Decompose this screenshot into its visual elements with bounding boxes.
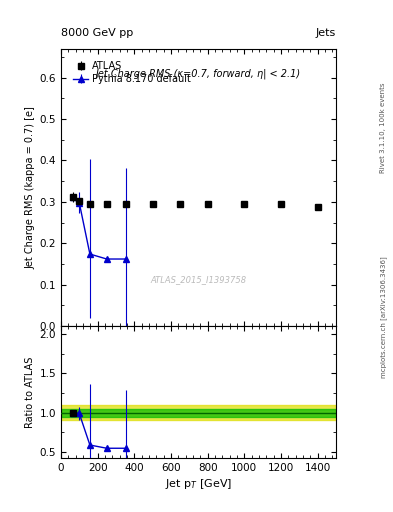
Legend: ATLAS, Pythia 8.170 default: ATLAS, Pythia 8.170 default	[71, 59, 193, 86]
Text: ATLAS_2015_I1393758: ATLAS_2015_I1393758	[151, 275, 246, 285]
Y-axis label: Jet Charge RMS (kappa = 0.7) [e]: Jet Charge RMS (kappa = 0.7) [e]	[26, 106, 35, 269]
Text: Jet Charge RMS (κ=0.7, forward, η| < 2.1): Jet Charge RMS (κ=0.7, forward, η| < 2.1…	[96, 68, 301, 78]
X-axis label: Jet p$_{T}$ [GeV]: Jet p$_{T}$ [GeV]	[165, 477, 232, 492]
Text: mcplots.cern.ch [arXiv:1306.3436]: mcplots.cern.ch [arXiv:1306.3436]	[380, 257, 387, 378]
Bar	[61, 409, 336, 417]
Text: Jets: Jets	[316, 28, 336, 38]
Bar	[61, 405, 336, 420]
Text: Rivet 3.1.10, 100k events: Rivet 3.1.10, 100k events	[380, 83, 386, 173]
Text: 8000 GeV pp: 8000 GeV pp	[61, 28, 133, 38]
Y-axis label: Ratio to ATLAS: Ratio to ATLAS	[25, 356, 35, 428]
